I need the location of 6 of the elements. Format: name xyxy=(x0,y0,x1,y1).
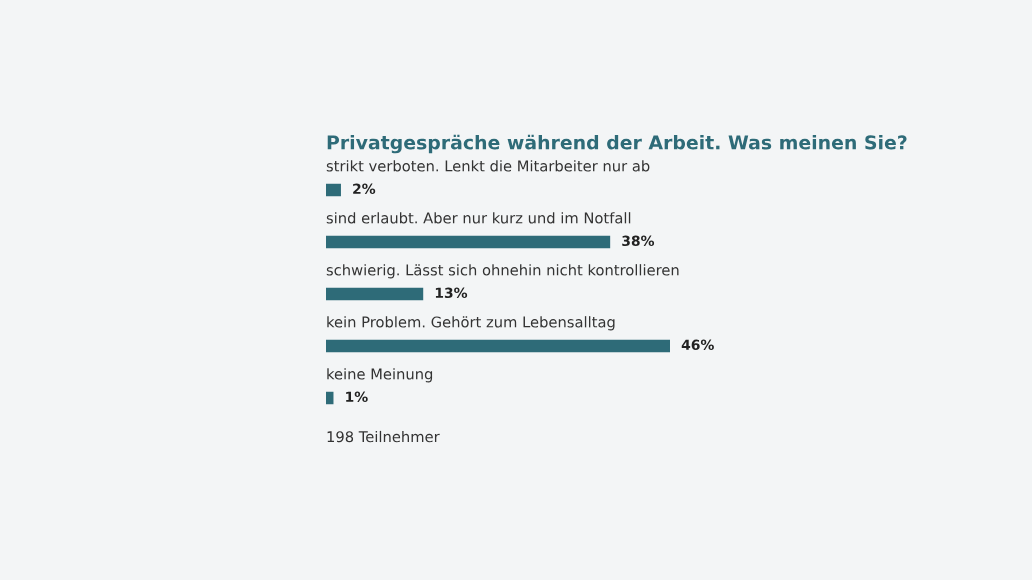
bar xyxy=(326,287,424,301)
bar xyxy=(326,391,334,405)
chart-title: Privatgespräche während der Arbeit. Was meinen Sie? xyxy=(327,134,907,154)
bar xyxy=(326,235,611,249)
bar xyxy=(326,339,670,353)
bar xyxy=(326,183,341,197)
